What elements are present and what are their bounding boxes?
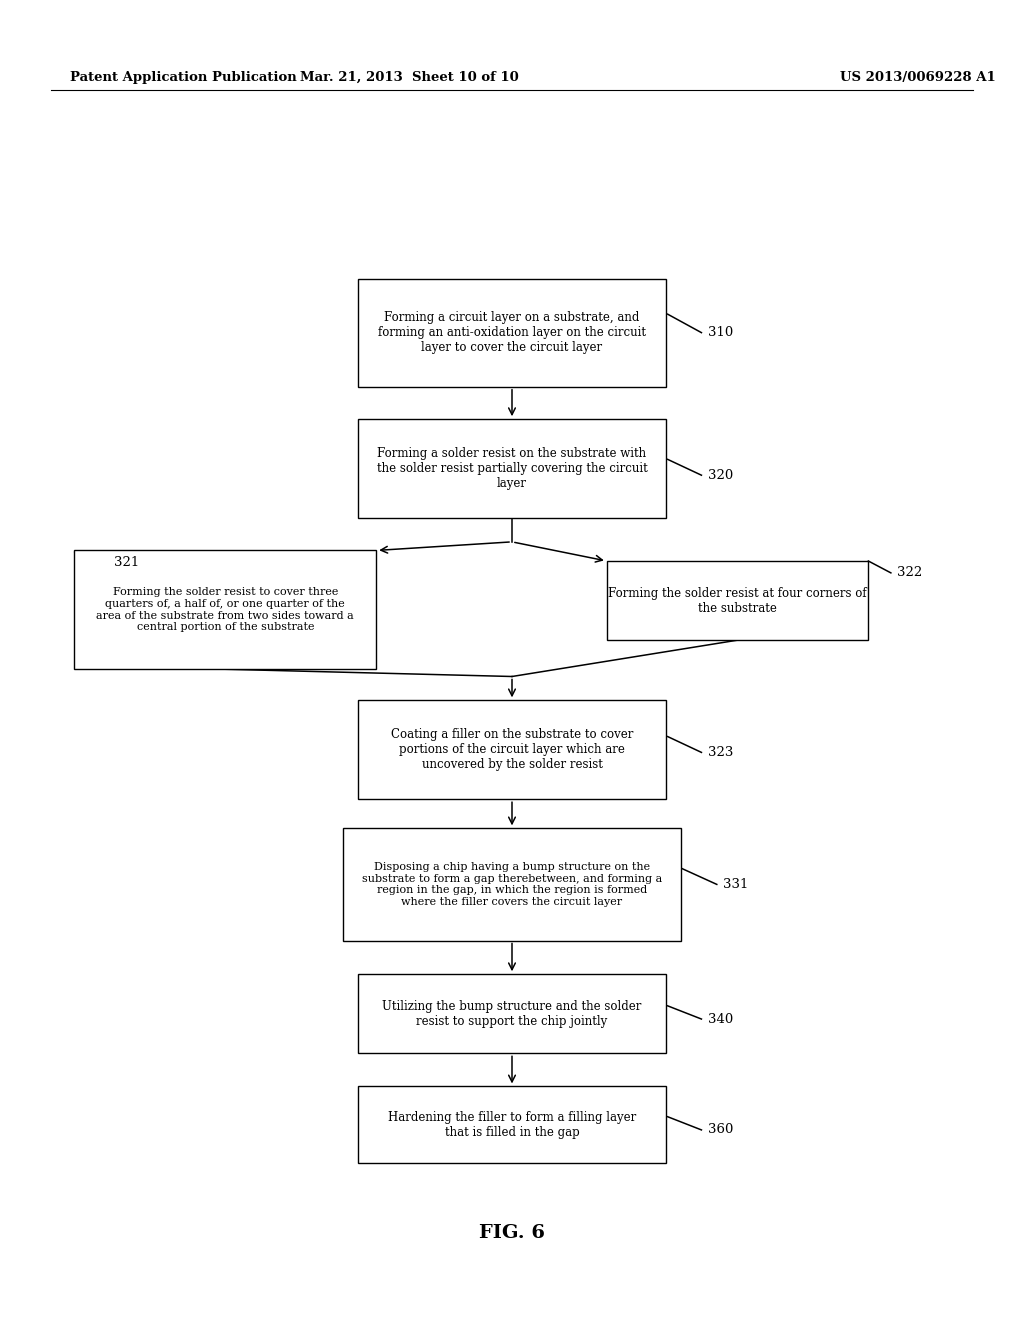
Text: Hardening the filler to form a filling layer
that is filled in the gap: Hardening the filler to form a filling l… — [388, 1110, 636, 1139]
Text: Disposing a chip having a bump structure on the
substrate to form a gap therebet: Disposing a chip having a bump structure… — [361, 862, 663, 907]
Text: Forming the solder resist at four corners of
the substrate: Forming the solder resist at four corner… — [608, 586, 866, 615]
Bar — [343, 829, 681, 940]
Text: Coating a filler on the substrate to cover
portions of the circuit layer which a: Coating a filler on the substrate to cov… — [391, 729, 633, 771]
Text: 321: 321 — [114, 556, 139, 569]
Text: 310: 310 — [708, 326, 733, 339]
Bar — [358, 279, 666, 387]
Text: FIG. 6: FIG. 6 — [479, 1224, 545, 1242]
Bar — [606, 561, 868, 640]
Text: 340: 340 — [708, 1012, 733, 1026]
Text: Mar. 21, 2013  Sheet 10 of 10: Mar. 21, 2013 Sheet 10 of 10 — [300, 71, 519, 83]
Text: 322: 322 — [897, 566, 923, 579]
Text: Patent Application Publication: Patent Application Publication — [70, 71, 296, 83]
Bar — [358, 418, 666, 517]
Text: Forming a solder resist on the substrate with
the solder resist partially coveri: Forming a solder resist on the substrate… — [377, 447, 647, 490]
Bar — [358, 700, 666, 799]
Bar — [75, 550, 377, 669]
Text: 331: 331 — [723, 878, 749, 891]
Text: Forming the solder resist to cover three
quarters of, a half of, or one quarter : Forming the solder resist to cover three… — [96, 587, 354, 632]
Text: US 2013/0069228 A1: US 2013/0069228 A1 — [840, 71, 995, 83]
Bar — [358, 974, 666, 1053]
Bar — [358, 1086, 666, 1163]
Text: 320: 320 — [708, 469, 733, 482]
Text: 323: 323 — [708, 746, 733, 759]
Text: Utilizing the bump structure and the solder
resist to support the chip jointly: Utilizing the bump structure and the sol… — [382, 999, 642, 1028]
Text: Forming a circuit layer on a substrate, and
forming an anti-oxidation layer on t: Forming a circuit layer on a substrate, … — [378, 312, 646, 354]
Text: 360: 360 — [708, 1123, 733, 1137]
